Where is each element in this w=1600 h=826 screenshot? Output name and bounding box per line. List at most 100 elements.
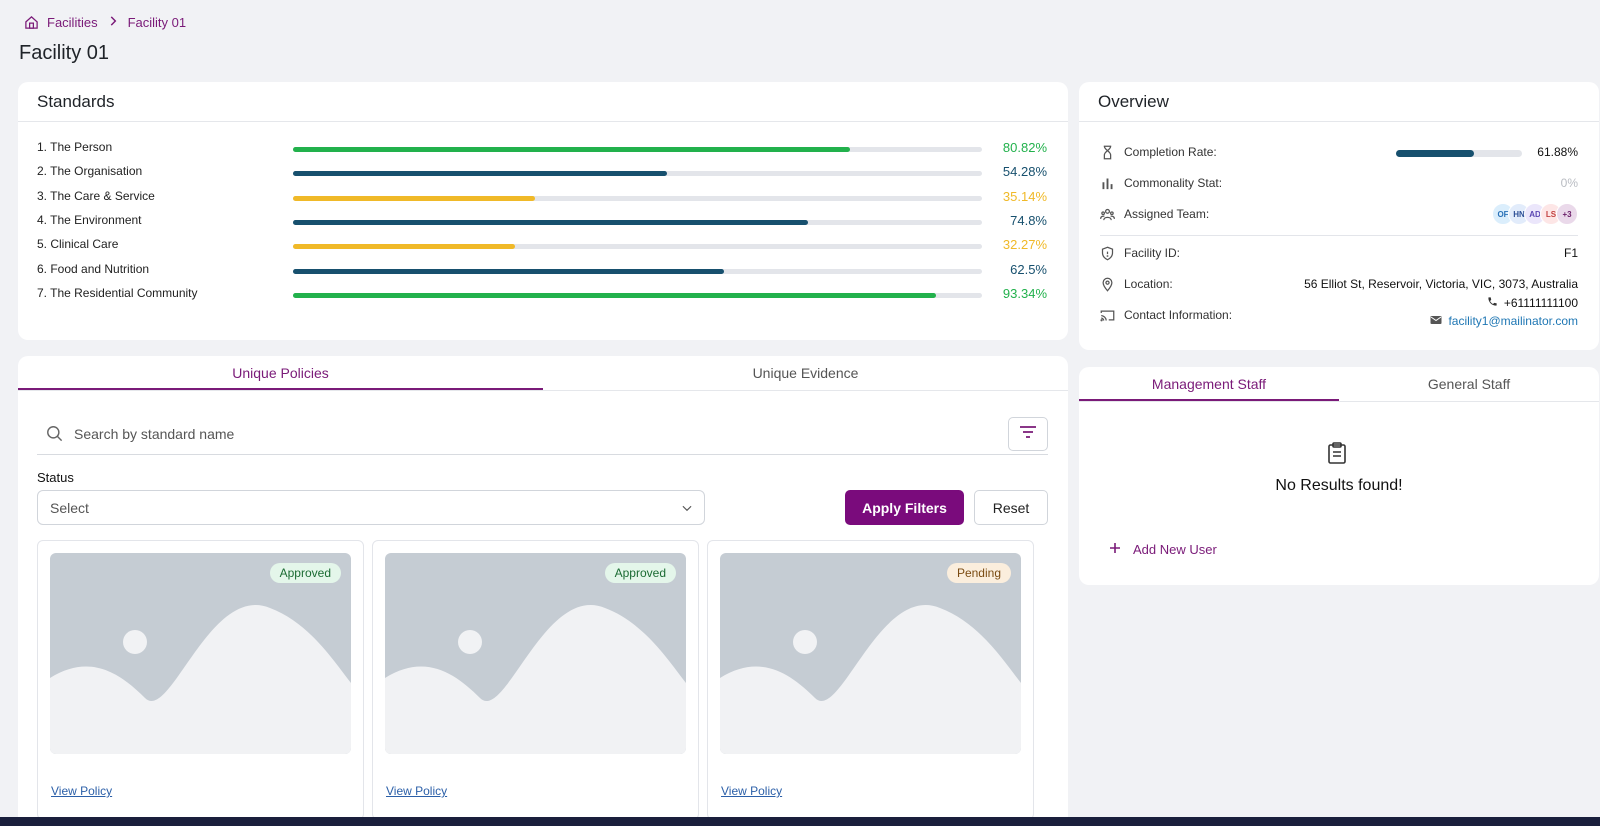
standard-percentage: 62.5% (1010, 261, 1047, 277)
facility-id-value: F1 (1563, 246, 1578, 260)
bar-chart-icon (1100, 176, 1115, 191)
standard-progress-bar (293, 244, 982, 250)
search-bar (37, 415, 1048, 455)
cast-icon (1100, 308, 1115, 323)
location-value: 56 Elliot St, Reservoir, Victoria, VIC, … (1304, 277, 1578, 291)
standard-percentage: 74.8% (1010, 212, 1047, 228)
standard-progress-bar (293, 292, 982, 298)
team-icon (1100, 207, 1115, 222)
shield-icon (1100, 246, 1115, 261)
tab-unique-evidence[interactable]: Unique Evidence (752, 365, 859, 381)
chevron-down-icon (680, 501, 694, 518)
status-select-value: Select (50, 500, 89, 516)
filter-button[interactable] (1008, 417, 1048, 451)
standard-label: 2. The Organisation (37, 164, 143, 179)
commonality-label: Commonality Stat: (1124, 176, 1223, 190)
standard-progress-bar (293, 219, 982, 225)
standard-label: 4. The Environment (37, 212, 142, 227)
add-new-user-label: Add New User (1133, 542, 1217, 557)
policy-card: Approved View Policy (37, 540, 364, 820)
standard-row[interactable]: 7. The Residential Community 93.34% (37, 286, 1047, 306)
apply-filters-button[interactable]: Apply Filters (845, 490, 964, 525)
search-input[interactable] (74, 422, 974, 446)
standard-label: 7. The Residential Community (37, 285, 198, 300)
standard-row[interactable]: 5. Clinical Care 32.27% (37, 237, 1047, 257)
home-icon[interactable] (24, 15, 39, 30)
tab-unique-policies[interactable]: Unique Policies (18, 356, 543, 390)
tab-management-staff[interactable]: Management Staff (1079, 367, 1339, 401)
standard-row[interactable]: 1. The Person 80.82% (37, 140, 1047, 160)
standard-progress-fill (293, 268, 724, 274)
staff-card: Management Staff General Staff No Result… (1079, 367, 1599, 585)
breadcrumb-facilities-link[interactable]: Facilities (47, 15, 98, 30)
standard-progress-bar (293, 195, 982, 201)
contact-label: Contact Information: (1124, 308, 1233, 322)
assigned-team-label: Assigned Team: (1124, 207, 1210, 221)
standard-label: 3. The Care & Service (37, 188, 155, 203)
completion-rate-row: Completion Rate: 61.88% (1100, 143, 1578, 163)
standard-progress-fill (293, 219, 809, 225)
standard-progress-fill (293, 195, 536, 201)
standard-label: 6. Food and Nutrition (37, 261, 150, 276)
standard-row[interactable]: 2. The Organisation 54.28% (37, 164, 1047, 184)
standard-progress-fill (293, 292, 937, 298)
email-value[interactable]: facility1@mailinator.com (1448, 314, 1578, 328)
hourglass-icon (1100, 145, 1115, 160)
standard-label: 1. The Person (37, 140, 113, 154)
standard-progress-fill (293, 147, 850, 152)
status-select[interactable]: Select (37, 490, 705, 525)
view-policy-link[interactable]: View Policy (386, 784, 448, 798)
location-pin-icon (1100, 277, 1115, 292)
standard-row[interactable]: 6. Food and Nutrition 62.5% (37, 262, 1047, 282)
standard-row[interactable]: 4. The Environment 74.8% (37, 213, 1047, 233)
standard-percentage: 54.28% (1002, 164, 1047, 180)
contact-phone: +61111111100 (1487, 296, 1578, 310)
standard-percentage: 80.82% (1002, 140, 1047, 155)
no-results-text: No Results found! (1275, 477, 1403, 494)
standards-title: Standards (18, 82, 1068, 122)
standards-card: Standards 1. The Person 80.82% 2. The Orga… (18, 82, 1068, 340)
location-label: Location: (1124, 277, 1173, 291)
standard-progress-bar (293, 147, 982, 152)
policy-card: Approved View Policy (372, 540, 699, 820)
facility-id-label: Facility ID: (1124, 246, 1181, 260)
status-label: Status (37, 470, 74, 485)
breadcrumb-current: Facility 01 (127, 15, 187, 30)
status-badge: Approved (604, 563, 676, 583)
team-avatar[interactable]: +3 (1556, 203, 1578, 225)
add-new-user-button[interactable]: Add New User (1109, 542, 1217, 557)
search-icon (45, 424, 64, 448)
standard-row[interactable]: 3. The Care & Service 35.14% (37, 189, 1047, 209)
plus-icon (1109, 542, 1121, 557)
standard-label: 5. Clinical Care (37, 237, 119, 252)
policy-card: Pending View Policy (707, 540, 1034, 820)
completion-progress-fill (1396, 150, 1474, 157)
team-avatars[interactable]: OF HN AD LS +3 (1492, 203, 1578, 225)
completion-rate-value: 61.88% (1537, 145, 1578, 159)
taskbar (0, 817, 1600, 826)
completion-progress-bar (1396, 150, 1522, 157)
standard-percentage: 32.27% (1002, 237, 1047, 253)
status-badge: Approved (269, 563, 341, 583)
image-placeholder-icon: Pending (720, 553, 1021, 754)
policies-tabs: Unique Policies Unique Evidence (18, 356, 1068, 391)
standard-progress-fill (293, 244, 516, 250)
overview-card: Overview Completion Rate: 61.88% Commona… (1079, 82, 1599, 350)
image-placeholder-icon: Approved (385, 553, 686, 754)
reset-button[interactable]: Reset (974, 490, 1048, 525)
commonality-row: Commonality Stat: 0% (1100, 174, 1578, 194)
chevron-right-icon (106, 14, 120, 31)
location-row: Location: 56 Elliot St, Reservoir, Victo… (1100, 275, 1578, 295)
completion-rate-label: Completion Rate: (1124, 145, 1217, 159)
view-policy-link[interactable]: View Policy (51, 784, 113, 798)
view-policy-link[interactable]: View Policy (721, 784, 783, 798)
standard-percentage: 93.34% (1002, 285, 1047, 301)
mail-icon (1430, 314, 1442, 328)
image-placeholder-icon: Approved (50, 553, 351, 754)
contact-email[interactable]: facility1@mailinator.com (1430, 314, 1578, 328)
standard-percentage: 35.14% (1002, 188, 1047, 204)
tab-general-staff[interactable]: General Staff (1427, 376, 1511, 392)
standard-progress-bar (293, 171, 982, 177)
assigned-team-row: Assigned Team: OF HN AD LS +3 (1100, 203, 1578, 225)
contact-row: Contact Information: (1100, 306, 1578, 326)
